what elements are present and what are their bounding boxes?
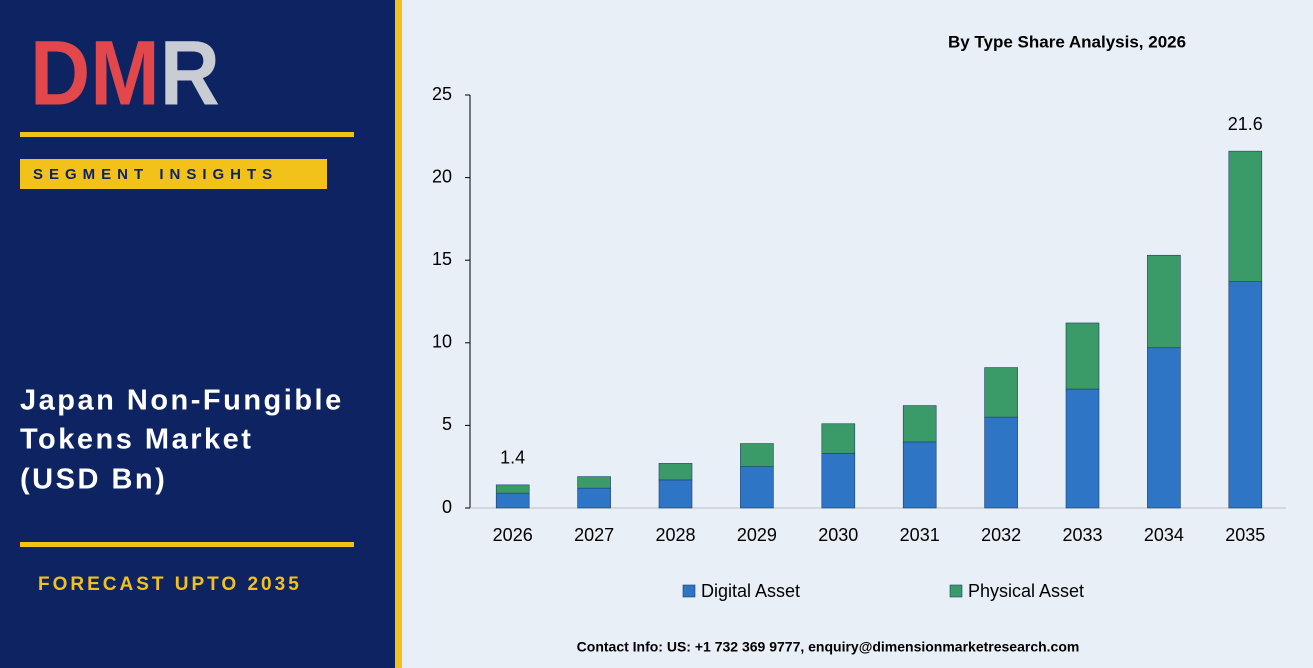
bar-segment [1065, 388, 1100, 509]
bar-segment [821, 453, 856, 509]
forecast: FORECAST UPTO 2035 [38, 574, 302, 595]
bar-segment [1065, 322, 1100, 390]
x-tick-label: 2028 [655, 525, 695, 545]
bar-segment [984, 367, 1018, 418]
bar-segment [984, 416, 1018, 509]
x-tick-label: 2026 [493, 525, 533, 545]
x-tick-label: 2034 [1144, 525, 1184, 545]
sidebar-stripe [395, 0, 402, 668]
bar-segment [577, 487, 611, 509]
bar-segment [1228, 281, 1263, 509]
x-tick-label: 2031 [900, 525, 940, 545]
legend-label: Physical Asset [968, 581, 1084, 601]
legend-label: Digital Asset [701, 581, 800, 601]
bar-segment [1147, 347, 1181, 509]
bar-segment [495, 484, 530, 494]
chart-title: By Type Share Analysis, 2026 [948, 32, 1186, 51]
bar-segment [658, 479, 693, 509]
bar-segment [658, 463, 693, 481]
bar-segment [1147, 254, 1181, 349]
footer: Contact Info: US: +1 732 369 9777, enqui… [577, 639, 1080, 655]
x-tick-label: 2033 [1062, 525, 1102, 545]
market-title: (USD Bn) [20, 464, 167, 496]
legend-swatch [682, 584, 696, 598]
y-tick-label: 15 [432, 249, 452, 269]
x-tick-label: 2029 [737, 525, 777, 545]
badge [20, 159, 327, 189]
bar-segment [740, 466, 774, 509]
y-tick-label: 5 [442, 414, 452, 434]
bar-segment [1228, 150, 1263, 282]
bar-segment [821, 423, 856, 454]
x-tick-label: 2032 [981, 525, 1021, 545]
bar-segment [902, 441, 937, 509]
x-tick-label: 2027 [574, 525, 614, 545]
logo: DMR [30, 22, 220, 124]
total-label: 1.4 [500, 448, 525, 468]
y-tick-label: 20 [432, 166, 452, 186]
market-title: Tokens Market [20, 424, 253, 456]
market-title: Japan Non-Fungible [20, 385, 344, 417]
y-tick-label: 25 [432, 84, 452, 104]
total-label: 21.6 [1228, 114, 1263, 134]
bar-segment [577, 476, 611, 489]
bar-segment [902, 405, 937, 443]
divider [20, 542, 354, 547]
x-tick-label: 2035 [1225, 525, 1265, 545]
sidebar [0, 0, 395, 668]
y-tick-label: 0 [442, 497, 452, 517]
badge-text: SEGMENT INSIGHTS [33, 166, 278, 183]
bar-segment [495, 492, 530, 509]
divider [20, 132, 354, 137]
y-tick-label: 10 [432, 332, 452, 352]
bar-segment [740, 443, 774, 467]
legend-swatch [949, 584, 963, 598]
x-tick-label: 2030 [818, 525, 858, 545]
